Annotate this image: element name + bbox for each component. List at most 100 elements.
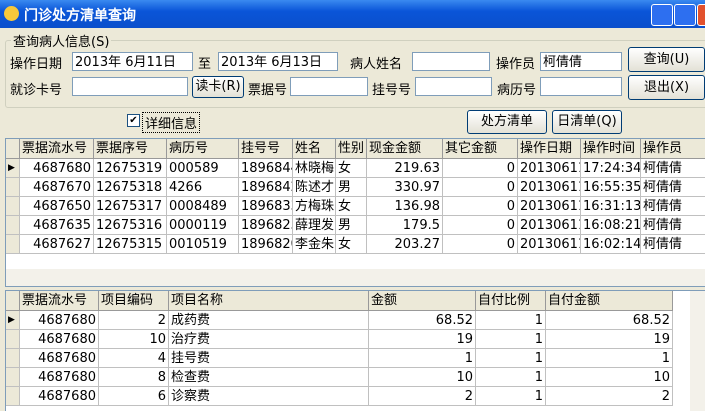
cell: 20130611 <box>518 178 581 197</box>
column-header: 自付比例 <box>476 291 546 311</box>
column-header: 现金金额 <box>367 139 443 159</box>
cell: 1896825 <box>239 216 293 235</box>
cell: 4 <box>99 349 169 368</box>
cell: 1 <box>476 387 546 406</box>
cell: 1896820 <box>239 235 293 254</box>
cell: 检查费 <box>169 368 369 387</box>
cell: 10 <box>99 330 169 349</box>
cell: 诊察费 <box>169 387 369 406</box>
cell: 1 <box>476 311 546 330</box>
cell: 4687680 <box>20 159 94 178</box>
cell: 20130611 <box>518 216 581 235</box>
cell: 20130611 <box>518 235 581 254</box>
cell: 2 <box>99 311 169 330</box>
header-corner <box>6 139 20 159</box>
cell: 0 <box>443 216 518 235</box>
cell: 0010519 <box>167 235 239 254</box>
row-indicator <box>6 216 20 235</box>
cell: 12675317 <box>94 197 167 216</box>
cell: 203.27 <box>367 235 443 254</box>
cell: 10 <box>546 368 673 387</box>
name-input[interactable] <box>412 52 490 71</box>
column-header: 项目编码 <box>99 291 169 311</box>
cell: 4687635 <box>20 216 94 235</box>
row-indicator: ▶ <box>6 159 20 178</box>
cell: 柯倩倩 <box>641 235 705 254</box>
cell: 陈述才 <box>293 178 336 197</box>
reg-input[interactable] <box>415 77 492 96</box>
receipt-input[interactable] <box>290 77 368 96</box>
label: 操作员 <box>496 57 536 72</box>
row-indicator <box>6 330 20 349</box>
read-card-button[interactable]: 读卡(R) <box>192 76 244 98</box>
column-header: 病历号 <box>167 139 239 159</box>
app-icon <box>4 6 19 21</box>
column-header: 票据流水号 <box>20 291 99 311</box>
operator-input[interactable]: 柯倩倩 <box>540 52 622 71</box>
header-corner <box>6 291 20 311</box>
cell: 1896833 <box>239 197 293 216</box>
cell: 8 <box>99 368 169 387</box>
cell: 4687680 <box>20 311 99 330</box>
label: 挂号号 <box>372 83 412 98</box>
cell: 女 <box>336 197 367 216</box>
cell: 李金朱 <box>293 235 336 254</box>
cell: 179.5 <box>367 216 443 235</box>
date-from[interactable]: 2013年 6月11日 <box>72 52 193 71</box>
cell: 2 <box>369 387 476 406</box>
cell: 柯倩倩 <box>641 216 705 235</box>
v-scrollbar[interactable] <box>690 291 705 411</box>
cell: 林晓梅 <box>293 159 336 178</box>
label: 就诊卡号 <box>10 83 63 98</box>
cell: 柯倩倩 <box>641 159 705 178</box>
cell: 136.98 <box>367 197 443 216</box>
cell: 4687650 <box>20 197 94 216</box>
checkbox-label[interactable]: 详细信息 <box>142 112 201 133</box>
row-indicator <box>6 349 20 368</box>
column-header: 操作日期 <box>518 139 581 159</box>
cell: 成药费 <box>169 311 369 330</box>
column-header: 自付金额 <box>546 291 673 311</box>
row-indicator: ▶ <box>6 311 20 330</box>
record-input[interactable] <box>540 77 622 96</box>
column-header: 其它金额 <box>443 139 518 159</box>
cell: 0 <box>443 159 518 178</box>
query-group <box>5 40 705 108</box>
column-header: 票据序号 <box>94 139 167 159</box>
row-indicator <box>6 197 20 216</box>
date-to[interactable]: 2013年 6月13日 <box>218 52 338 71</box>
cell: 柯倩倩 <box>641 178 705 197</box>
cell: 16:08:21 <box>581 216 641 235</box>
cell: 4687680 <box>20 387 99 406</box>
cell: 4687680 <box>20 349 99 368</box>
group-title: 查询病人信息(S) <box>11 31 112 50</box>
label: 票据号 <box>248 83 288 98</box>
cell: 19 <box>369 330 476 349</box>
cell: 12675319 <box>94 159 167 178</box>
exit-button[interactable]: 退出(X) <box>628 75 705 100</box>
cell: 柯倩倩 <box>641 197 705 216</box>
search-button[interactable]: 查询(U) <box>628 47 705 72</box>
close-button[interactable] <box>697 4 705 26</box>
cell: 20130611 <box>518 159 581 178</box>
cell: 0 <box>443 197 518 216</box>
maximize-button[interactable] <box>674 4 696 26</box>
cell: 男 <box>336 216 367 235</box>
grid: 票据流水号 项目编码 项目名称 金额 自付比例 自付金额 ▶ 4687680 2 成药费 68.52… <box>5 290 705 411</box>
prescription-button[interactable]: 处方清单 <box>467 110 547 134</box>
cell: 1 <box>546 349 673 368</box>
checkbox[interactable]: ✔ <box>127 114 140 127</box>
daily-button[interactable]: 日清单(Q) <box>552 110 622 134</box>
cell: 0000119 <box>167 216 239 235</box>
column-header: 姓名 <box>293 139 336 159</box>
cell: 68.52 <box>546 311 673 330</box>
cell: 方梅珠 <box>293 197 336 216</box>
cell: 16:31:13 <box>581 197 641 216</box>
h-scrollbar[interactable] <box>6 269 705 286</box>
label: 病人姓名 <box>350 57 403 72</box>
row-indicator <box>6 235 20 254</box>
minimize-button[interactable] <box>651 4 673 26</box>
card-input[interactable] <box>72 77 188 96</box>
cell: 女 <box>336 235 367 254</box>
